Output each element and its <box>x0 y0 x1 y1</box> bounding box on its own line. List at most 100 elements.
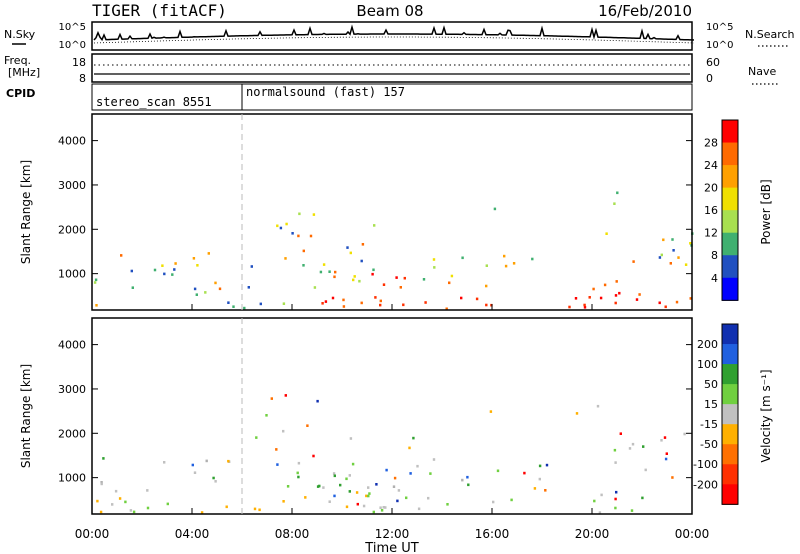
range-time-cell <box>114 489 118 493</box>
range-time-cell <box>285 222 288 226</box>
range-time-cell <box>166 502 169 506</box>
range-time-cell <box>544 489 547 492</box>
range-time-cell <box>345 505 349 509</box>
range-time-cell <box>270 397 273 400</box>
range-time-cell <box>298 212 301 216</box>
range-time-cell <box>324 300 328 303</box>
range-time-cell <box>592 287 595 291</box>
colorbar-tick-label: 12 <box>704 227 718 240</box>
range-time-cell <box>192 257 196 260</box>
colorbar-tick-label: 28 <box>704 137 718 150</box>
colorbar-tick-label: 200 <box>697 338 718 351</box>
range-time-cell <box>339 483 342 487</box>
power-axes: 1000 2000 3000 4000 <box>58 135 693 310</box>
range-time-cell <box>461 256 464 260</box>
range-time-cell <box>297 234 300 238</box>
noise-right-tick-top: 10^5 <box>706 22 733 33</box>
freq-right-tick-bottom: 0 <box>706 72 713 85</box>
range-time-cell <box>322 263 326 266</box>
range-time-cell <box>250 265 253 268</box>
range-time-cell <box>641 496 644 500</box>
range-time-cell <box>313 286 317 289</box>
range-time-cell <box>171 273 174 276</box>
range-time-cell <box>660 253 663 257</box>
range-time-cell <box>284 394 287 397</box>
range-time-cell <box>618 291 621 295</box>
range-time-cell <box>689 297 692 300</box>
range-time-cell <box>660 439 663 442</box>
range-time-cell <box>193 471 197 474</box>
range-time-cell <box>615 280 618 283</box>
colorbar-segment <box>722 404 738 425</box>
colorbar-tick-label: -15 <box>700 418 718 431</box>
range-time-cell <box>600 493 603 497</box>
range-time-cell <box>95 304 98 307</box>
range-time-cell <box>225 505 228 509</box>
range-time-cell <box>427 496 430 500</box>
range-time-cell <box>603 283 607 287</box>
range-time-cell <box>276 463 279 466</box>
range-time-cell <box>664 305 667 309</box>
power-data <box>93 191 694 311</box>
range-time-cell <box>196 264 199 267</box>
range-time-cell <box>448 281 451 285</box>
range-time-cell <box>663 436 667 439</box>
range-time-cell <box>405 496 408 500</box>
range-time-cell <box>118 497 122 500</box>
range-time-cell <box>193 287 197 291</box>
range-time-cell <box>614 506 617 510</box>
range-time-cell <box>575 412 579 415</box>
range-time-cell <box>545 463 549 467</box>
range-time-cell <box>349 251 352 255</box>
range-time-cell <box>275 448 278 451</box>
range-time-cell <box>669 262 672 265</box>
colorbar-tick-label: -50 <box>700 438 718 451</box>
range-time-cell <box>319 270 323 274</box>
xtick-label: 08:00 <box>275 527 310 541</box>
colorbar-segment <box>722 464 738 485</box>
range-time-cell <box>433 266 436 269</box>
colorbar-segment <box>722 364 738 385</box>
freq-left-tick-bottom: 8 <box>79 72 86 85</box>
colorbar-segment <box>722 324 738 345</box>
range-time-cell <box>432 458 436 461</box>
range-time-cell <box>297 461 301 465</box>
range-time-cell <box>372 268 375 272</box>
range-time-cell <box>214 480 217 483</box>
range-time-cell <box>523 471 526 475</box>
range-time-cell <box>489 410 493 413</box>
range-time-cell <box>355 491 359 494</box>
range-time-cell <box>403 276 406 280</box>
velocity-axes: 1000 2000 3000 4000 00:00 04:00 08:00 12:00 16:0… <box>58 339 709 541</box>
range-time-cell <box>297 475 300 479</box>
range-time-cell <box>393 476 397 480</box>
noise-left-tick-top: 10^5 <box>59 22 86 33</box>
range-time-cell <box>619 432 622 435</box>
range-time-cell <box>304 496 307 499</box>
range-time-cell <box>279 226 283 230</box>
cpid-segment-1: stereo_scan 8551 <box>96 95 212 109</box>
range-time-cell <box>614 461 617 464</box>
xtick-label: 16:00 <box>475 527 510 541</box>
range-time-cell <box>531 257 534 261</box>
range-time-cell <box>163 272 166 276</box>
range-time-cell <box>665 452 668 455</box>
colorbar-segment <box>722 210 738 234</box>
cpid-label: CPID <box>6 87 35 100</box>
range-time-cell <box>120 254 123 257</box>
range-time-cell <box>371 272 374 276</box>
range-time-cell <box>467 483 470 487</box>
range-time-cell <box>424 301 427 304</box>
range-time-cell <box>395 276 398 279</box>
range-time-cell <box>227 301 230 304</box>
range-time-cell <box>352 278 355 282</box>
range-time-cell <box>392 485 396 488</box>
freq-frame <box>91 53 693 83</box>
range-time-cell <box>312 454 315 458</box>
colorbar-segment <box>722 484 738 505</box>
range-time-cell <box>496 469 500 473</box>
range-time-cell <box>316 485 320 488</box>
range-time-cell <box>205 459 208 463</box>
range-time-cell <box>282 500 285 503</box>
